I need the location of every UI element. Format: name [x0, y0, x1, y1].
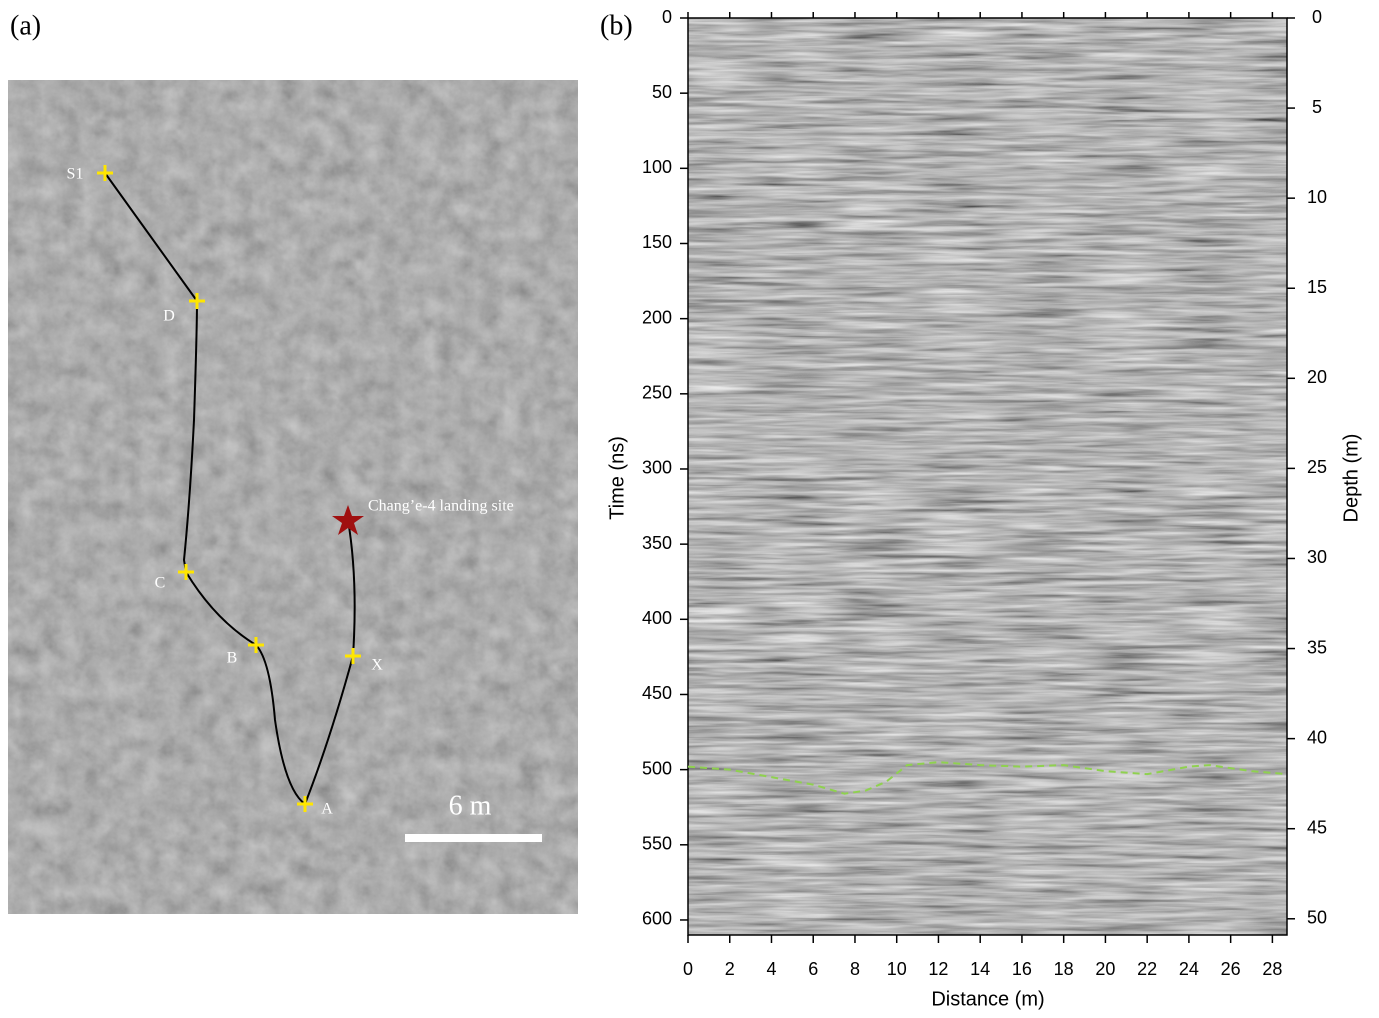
y-tick-label: 250: [642, 383, 672, 403]
x-tick-label: 28: [1262, 959, 1282, 979]
y-tick-label: 200: [642, 307, 672, 327]
x-tick-label: 8: [850, 959, 860, 979]
y-tick-label: 350: [642, 533, 672, 553]
x-tick-label: 12: [928, 959, 948, 979]
waypoint-label: A: [321, 801, 333, 818]
y2-tick-label: 40: [1307, 727, 1327, 747]
y-tick-label: 300: [642, 458, 672, 478]
x-tick-label: 14: [970, 959, 990, 979]
x-tick-label: 20: [1095, 959, 1115, 979]
waypoint-label: X: [371, 657, 383, 674]
y-tick-label: 150: [642, 232, 672, 252]
x-tick-label: 6: [808, 959, 818, 979]
x-tick-label: 26: [1221, 959, 1241, 979]
y2-tick-label: 25: [1307, 457, 1327, 477]
y-tick-label: 500: [642, 758, 672, 778]
x-axis-label: Distance (m): [931, 988, 1044, 1010]
landing-site-label: Chang’e-4 landing site: [368, 498, 514, 515]
y2-tick-label: 10: [1307, 187, 1327, 207]
y-tick-label: 0: [662, 7, 672, 27]
y2-tick-label: 45: [1307, 817, 1327, 837]
x-tick-label: 24: [1179, 959, 1199, 979]
y-axis-label: Time (ns): [606, 436, 628, 520]
panel-label: (b): [600, 10, 633, 41]
x-tick-label: 2: [725, 959, 735, 979]
waypoint-label: D: [163, 308, 175, 325]
y2-tick-label: 35: [1307, 637, 1327, 657]
y-tick-label: 50: [652, 82, 672, 102]
y2-tick-label: 15: [1307, 277, 1327, 297]
y-tick-label: 550: [642, 834, 672, 854]
waypoint-label: C: [155, 575, 166, 592]
y2-tick-label: 5: [1312, 97, 1322, 117]
y2-axis-label: Depth (m): [1340, 434, 1362, 523]
y2-tick-label: 50: [1307, 908, 1327, 928]
x-tick-label: 18: [1054, 959, 1074, 979]
x-tick-label: 10: [887, 959, 907, 979]
waypoint-label: S1: [67, 166, 84, 183]
x-tick-label: 4: [766, 959, 776, 979]
x-tick-label: 16: [1012, 959, 1032, 979]
y-tick-label: 400: [642, 608, 672, 628]
panel-label: (a): [10, 10, 41, 41]
scale-bar: [405, 834, 542, 842]
y2-tick-label: 0: [1312, 7, 1322, 27]
y-tick-label: 600: [642, 909, 672, 929]
waypoint-label: B: [227, 650, 238, 667]
x-tick-label: 22: [1137, 959, 1157, 979]
y-tick-label: 450: [642, 683, 672, 703]
x-tick-label: 0: [683, 959, 693, 979]
y2-tick-label: 30: [1307, 547, 1327, 567]
scale-bar-label: 6 m: [449, 790, 492, 821]
figure: (a) Chang’e-4 landing site S1 D C B A X 6 m (…: [0, 0, 1379, 1013]
y-tick-label: 100: [642, 157, 672, 177]
radargram: [688, 18, 1287, 935]
y2-tick-label: 20: [1307, 367, 1327, 387]
